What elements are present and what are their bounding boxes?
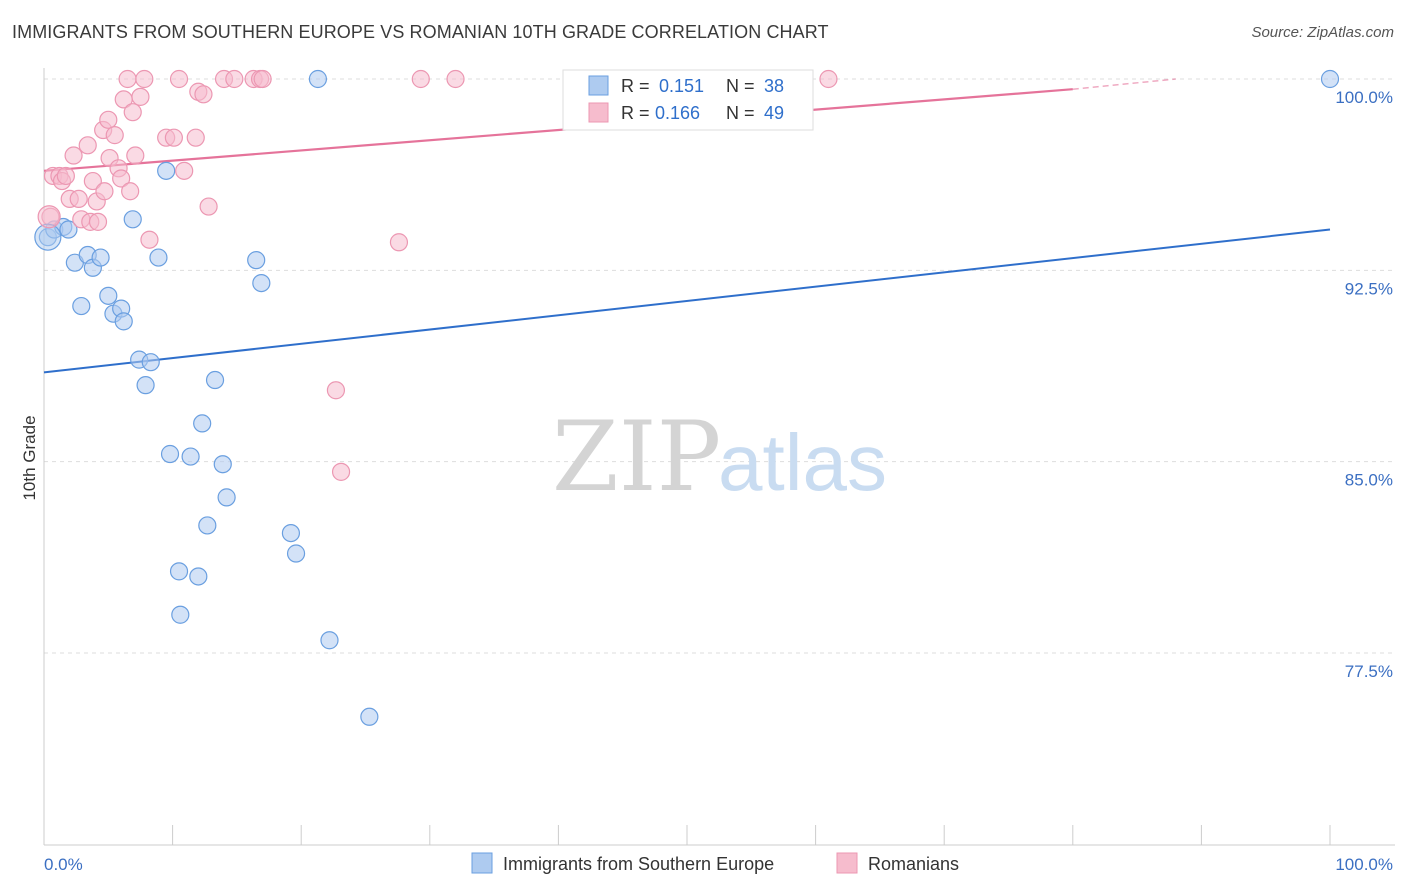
point-blue-34 xyxy=(320,631,339,650)
x-tick-label-max: 100.0% xyxy=(1335,855,1393,874)
point-pink-41 xyxy=(253,69,272,89)
point-pink-27 xyxy=(135,69,154,89)
point-pink-48 xyxy=(819,69,838,89)
point-blue-30 xyxy=(252,273,271,293)
legend-n-label-1: N = xyxy=(726,76,755,96)
point-pink-36 xyxy=(199,197,218,216)
point-blue-13 xyxy=(123,210,142,229)
point-pink-45 xyxy=(411,69,430,89)
trend-line-pink xyxy=(43,88,1073,172)
series-legend-swatch-blue xyxy=(471,852,493,874)
series-legend-label-pink: Romanians xyxy=(868,854,959,874)
point-pink-30 xyxy=(164,128,183,147)
legend-swatch-pink xyxy=(588,102,609,123)
trend-line-blue xyxy=(43,228,1331,374)
point-blue-25 xyxy=(198,516,217,535)
point-blue-33 xyxy=(308,69,328,89)
point-blue-17 xyxy=(149,248,168,267)
point-blue-18 xyxy=(157,161,176,180)
point-pink-46 xyxy=(446,69,465,89)
series-legend: Immigrants from Southern Europe Romanian… xyxy=(471,852,959,874)
point-pink-20 xyxy=(112,169,131,188)
trend-line-pink-extension xyxy=(1072,78,1176,90)
point-blue-15 xyxy=(136,376,155,395)
point-blue-21 xyxy=(171,605,190,624)
point-blue-16 xyxy=(141,353,160,372)
data-points xyxy=(34,69,1340,726)
point-blue-8 xyxy=(91,248,110,267)
point-pink-33 xyxy=(186,128,205,147)
point-pink-7 xyxy=(69,189,88,209)
point-pink-9 xyxy=(78,136,97,155)
point-pink-24 xyxy=(123,103,142,122)
y-tick-labels: 77.5% 85.0% 92.5% 100.0% xyxy=(1335,88,1393,681)
point-blue-5 xyxy=(72,296,91,316)
source-credit: Source: ZipAtlas.com xyxy=(1251,24,1394,41)
point-blue-19 xyxy=(160,444,180,464)
point-pink-23 xyxy=(121,182,140,201)
series-legend-label-blue: Immigrants from Southern Europe xyxy=(503,854,774,874)
point-pink-25 xyxy=(126,146,145,165)
point-pink-16 xyxy=(99,110,118,129)
point-blue-29 xyxy=(247,251,266,270)
point-pink-43 xyxy=(331,462,351,481)
point-pink-44 xyxy=(389,233,409,252)
legend-r-value-1: 0.151 xyxy=(659,76,704,96)
point-pink-32 xyxy=(175,161,194,180)
point-blue-24 xyxy=(193,414,212,433)
legend-n-value-2: 49 xyxy=(764,103,784,123)
point-blue-22 xyxy=(181,447,200,466)
x-tick-label-min: 0.0% xyxy=(44,855,83,874)
legend-r-label-2: R = xyxy=(621,103,650,123)
series-legend-swatch-pink xyxy=(836,852,858,874)
point-pink-35 xyxy=(194,85,213,104)
y-tick-label-0: 77.5% xyxy=(1345,662,1393,681)
point-blue-23 xyxy=(189,567,208,586)
legend-r-label-1: R = xyxy=(621,76,650,96)
point-pink-cluster xyxy=(37,205,61,229)
point-pink-42 xyxy=(326,381,346,400)
point-pink-38 xyxy=(225,69,244,89)
y-tick-label-1: 85.0% xyxy=(1345,471,1393,490)
axes xyxy=(43,68,1395,846)
legend-n-value-1: 38 xyxy=(764,76,784,96)
point-pink-22 xyxy=(118,69,137,89)
trend-lines xyxy=(43,78,1331,374)
chart-title: IMMIGRANTS FROM SOUTHERN EUROPE VS ROMAN… xyxy=(12,22,829,42)
point-pink-13 xyxy=(88,212,108,231)
point-pink-26 xyxy=(131,87,150,106)
point-pink-4 xyxy=(56,166,75,186)
point-blue-35 xyxy=(360,707,379,726)
y-tick-label-3: 100.0% xyxy=(1335,88,1393,107)
point-blue-31 xyxy=(281,523,301,543)
point-blue-32 xyxy=(286,544,306,563)
legend-swatch-blue xyxy=(588,75,609,96)
point-blue-20 xyxy=(169,562,189,581)
point-blue-26 xyxy=(205,370,225,390)
point-blue-37 xyxy=(1320,69,1340,89)
point-pink-31 xyxy=(169,69,189,89)
grid xyxy=(44,78,1395,654)
point-blue-9 xyxy=(99,286,118,305)
point-pink-15 xyxy=(95,182,114,201)
watermark-atlas: atlas xyxy=(718,418,887,507)
watermark-zip: ZIP xyxy=(552,401,721,513)
point-pink-6 xyxy=(64,146,83,165)
point-pink-28 xyxy=(140,230,159,249)
point-pink-11 xyxy=(83,171,102,191)
point-pink-18 xyxy=(105,126,124,145)
point-blue-12 xyxy=(114,312,133,331)
point-blue-3 xyxy=(59,220,78,239)
y-axis-label: 10th Grade xyxy=(20,415,39,500)
legend-r-value-2: 0.166 xyxy=(655,103,700,123)
legend-n-label-2: N = xyxy=(726,103,755,123)
point-blue-27 xyxy=(213,455,232,474)
legend-box: R = 0.151 N = 38 R = 0.166 N = 49 xyxy=(562,69,814,131)
y-tick-label-2: 92.5% xyxy=(1345,279,1393,298)
point-blue-28 xyxy=(217,488,236,507)
